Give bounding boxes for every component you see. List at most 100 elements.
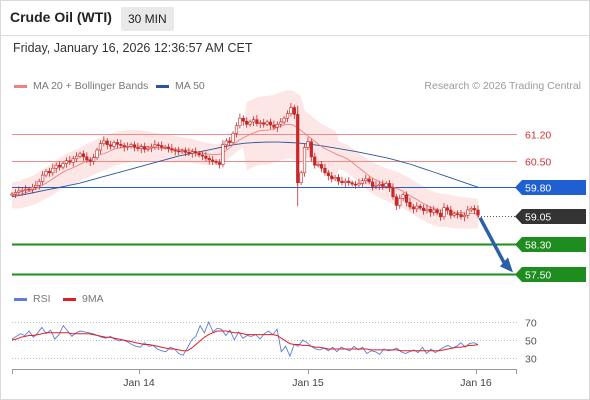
candle-body [51, 167, 55, 174]
candle-body [238, 117, 242, 127]
level-label-60.50: 60.50 [525, 157, 551, 169]
candle-body [231, 133, 235, 143]
candle-body [34, 185, 38, 188]
candle-body [411, 206, 415, 210]
candle-body [459, 214, 463, 218]
candle-body [81, 153, 86, 158]
candle-body [438, 212, 443, 218]
candle-body [156, 144, 160, 147]
header-divider [0, 35, 590, 36]
candle-body [119, 144, 123, 146]
candle-body [136, 147, 140, 149]
candle-body [302, 147, 307, 174]
legend-ma50: MA 50 [156, 80, 205, 92]
candle-body [177, 150, 181, 153]
candle-body [228, 140, 232, 143]
legend-ma20: MA 20 + Bollinger Bands [14, 80, 148, 92]
candle-body [401, 194, 405, 199]
legend-rsi: RSI [14, 293, 51, 305]
candle-body [370, 181, 375, 187]
candle-body [408, 202, 412, 208]
candle-body [326, 172, 330, 177]
candle-body [27, 188, 31, 191]
candle-body [340, 180, 344, 183]
credit-text: Research © 2026 Trading Central [424, 80, 581, 92]
candle-body [455, 213, 460, 216]
candle-body [398, 198, 402, 206]
candle-body [160, 145, 164, 148]
candle-body [364, 178, 368, 182]
rsi-tick-50: 50 [525, 336, 537, 348]
candle-body [381, 183, 385, 187]
candle-body [224, 140, 228, 146]
candle-body [421, 207, 426, 212]
legend-9ma: 9MA [63, 293, 104, 305]
candle-body [163, 146, 167, 149]
candle-body [251, 119, 256, 123]
candle-body [30, 186, 35, 190]
candle-body [112, 142, 116, 147]
candle-body [282, 117, 286, 123]
candle-body [347, 180, 351, 183]
candle-body [241, 117, 245, 122]
candle-body [377, 183, 381, 186]
candle-body [394, 196, 398, 206]
candle-body [180, 150, 184, 153]
candle-body [122, 145, 126, 148]
candle-body [268, 121, 273, 126]
candle-body [330, 175, 334, 180]
candle-body [336, 177, 341, 182]
bollinger-band [12, 90, 478, 229]
candle-body [442, 207, 446, 218]
candle-body [404, 194, 409, 203]
legend-rsi-label: RSI [33, 293, 51, 305]
ma20-line [11, 123, 479, 215]
candle-body [41, 174, 45, 182]
candle-body [313, 156, 317, 166]
interval-button[interactable]: 30 MIN [121, 7, 174, 31]
x-label-Jan 14: Jan 14 [123, 377, 155, 389]
candle-body [129, 144, 133, 147]
candle-body [279, 121, 283, 125]
candle-body [343, 180, 347, 183]
legend-ma20-label: MA 20 + Bollinger Bands [33, 80, 149, 92]
candle-body [10, 193, 14, 196]
candle-body [68, 160, 72, 163]
candle-body [418, 205, 422, 209]
level-tag-57.50 [515, 267, 586, 282]
candle-body [173, 149, 177, 152]
candle-body [469, 208, 473, 211]
candle-body [387, 183, 392, 189]
timestamp: Friday, January 16, 2026 12:36:57 AM CET [13, 41, 253, 55]
candle-body [472, 208, 477, 211]
candle-body [357, 183, 361, 186]
candle-body [61, 163, 65, 168]
candle-body [316, 164, 320, 166]
candle-body [449, 209, 453, 216]
candle-body [435, 209, 439, 214]
candle-body [350, 182, 354, 185]
legend-9ma-label: 9MA [82, 293, 104, 305]
candle-body [187, 152, 191, 154]
candle-body [353, 183, 358, 186]
candle-body [17, 190, 21, 193]
candle-body [132, 144, 137, 148]
candle-body [306, 141, 310, 148]
rsi-tick-70: 70 [525, 318, 537, 330]
candle-body [71, 158, 75, 163]
candle-body [170, 148, 174, 151]
level-label-61.20: 61.20 [525, 130, 551, 142]
candle-body [258, 122, 262, 125]
candle-body [333, 177, 337, 180]
candle-body [476, 209, 480, 216]
candle-body [323, 167, 327, 174]
candle-body [190, 151, 194, 154]
instrument-title: Crude Oil (WTI) [10, 9, 112, 25]
candle-body [139, 146, 143, 149]
candle-body [153, 144, 157, 148]
x-label-Jan 15: Jan 15 [292, 377, 324, 389]
candle-body [265, 121, 269, 125]
candle-body [92, 157, 96, 162]
candle-body [37, 181, 41, 186]
